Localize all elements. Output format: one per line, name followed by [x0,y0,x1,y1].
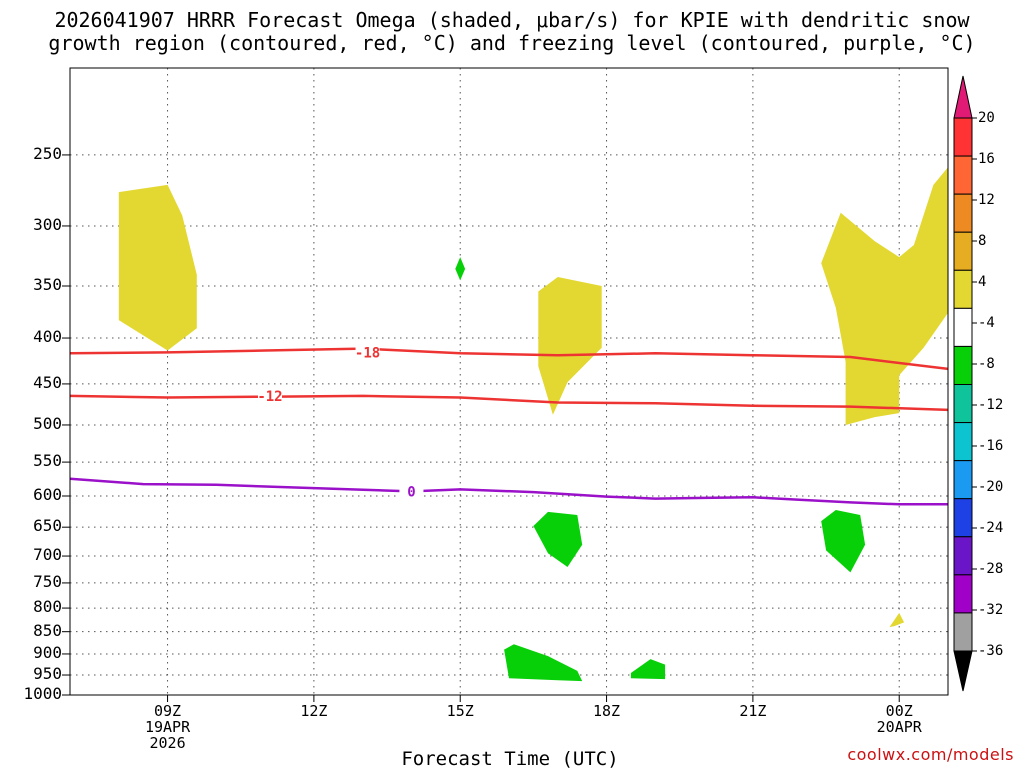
y-tick-label: 1000 [23,684,62,703]
colorbar-bin [953,460,973,500]
dendritic-12-label-bg [257,387,282,403]
colorbar-tick-label: -16 [978,438,1004,454]
colorbar-bin [953,307,973,347]
freezing-level-0-label: 0 [407,484,415,500]
x-tick-label: 2026 [149,734,186,752]
colorbar-tick-label: 4 [978,274,987,290]
upward-motion-region [118,184,197,351]
y-tick-label: 850 [33,620,62,640]
y-tick-label: 350 [33,275,62,294]
x-tick-label: 09Z [154,702,182,720]
y-tick-label: 950 [33,664,62,684]
colorbar-bin [953,422,973,462]
colorbar-bin [953,193,973,233]
colorbar-bin [953,498,973,538]
colorbar-tick-label: 16 [978,151,995,167]
dendritic-12-contour [69,394,949,412]
colorbar-tick-label: -28 [978,561,1004,577]
y-tick-label: 750 [33,571,62,591]
colorbar-tick-label: 20 [978,110,995,126]
downward-motion-region [821,510,866,573]
colorbar-tick-label: -32 [978,602,1004,618]
colorbar-bin [953,345,973,385]
y-tick-label: 400 [33,327,62,347]
colorbar-bottom-triangle [953,650,973,692]
chart-title-line2: growth region (contoured, red, °C) and f… [48,31,976,55]
x-tick-label: 15Z [446,702,474,720]
x-tick-label: 18Z [593,702,621,720]
y-tick-label: 250 [33,143,62,163]
credit-text[interactable]: coolwx.com/models [847,745,1014,764]
colorbar-bin [953,231,973,271]
chart-title-line1: 2026041907 HRRR Forecast Omega (shaded, … [54,8,970,32]
y-tick-label: 550 [33,451,62,471]
x-tick-label: 12Z [300,702,328,720]
colorbar-bin [953,117,973,157]
y-tick-label: 300 [33,214,62,234]
colorbar-bin [953,155,973,195]
x-tick-label: 19APR [144,718,191,736]
colorbar-top-triangle [953,75,973,119]
colorbar-tick-label: 12 [978,192,995,208]
upward-motion-region [889,612,905,628]
upward-motion-region [821,167,948,425]
y-tick-label: 700 [33,545,62,565]
colorbar-bin [953,536,973,576]
colorbar-bin [953,269,973,309]
x-axis-label: Forecast Time (UTC) [401,748,619,770]
x-tick-label: 00Z [885,702,913,720]
plot-frame [69,67,949,696]
colorbar-tick-label: 8 [978,233,987,249]
downward-motion-region [504,644,583,682]
downward-motion-region [533,511,583,567]
colorbar-tick-label: -8 [978,356,995,372]
colorbar-tick-label: -20 [978,479,1004,495]
dendritic-18-label-bg [355,344,380,360]
freezing-level-0-label-bg [399,483,424,499]
y-tick-label: 450 [33,372,62,392]
colorbar-bin [953,384,973,424]
x-tick-label: 21Z [739,702,767,720]
colorbar-bin [953,574,973,614]
y-tick-label: 600 [33,484,62,504]
upward-motion-region [538,277,602,415]
y-tick-label: 800 [33,597,62,617]
dendritic-12-label: -12 [257,389,282,405]
y-tick-label: 500 [33,413,62,433]
downward-motion-region [630,659,666,680]
colorbar-tick-label: -24 [978,520,1004,536]
dendritic-18-label: -18 [355,345,380,361]
colorbar-tick-label: -4 [978,315,995,331]
downward-motion-region [455,257,466,281]
y-tick-label: 650 [33,516,62,536]
colorbar-tick-label: -36 [978,643,1004,659]
colorbar-tick-label: -12 [978,397,1004,413]
dendritic-18-contour [69,347,949,371]
freezing-level-0-contour [69,477,948,506]
y-tick-label: 900 [33,642,62,662]
x-tick-label: 20APR [876,718,922,736]
colorbar-bin [953,612,973,652]
